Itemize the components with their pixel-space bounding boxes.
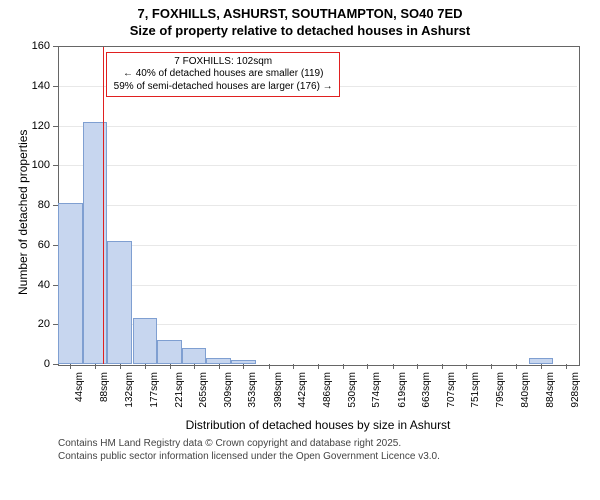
ytick-label: 60 — [24, 239, 50, 251]
ytick-label: 0 — [24, 358, 50, 370]
xtick-mark — [95, 364, 96, 369]
xtick-mark — [566, 364, 567, 369]
xtick-mark — [491, 364, 492, 369]
annotation-line: 59% of semi-detached houses are larger (… — [113, 81, 333, 94]
ytick-mark — [53, 86, 58, 87]
attribution-line2: Contains public sector information licen… — [58, 451, 440, 464]
ytick-label: 40 — [24, 279, 50, 291]
xtick-label: 88sqm — [99, 372, 110, 402]
xtick-label: 442sqm — [297, 372, 308, 408]
histogram-bar — [231, 360, 256, 364]
xtick-label: 309sqm — [223, 372, 234, 408]
xtick-mark — [269, 364, 270, 369]
xtick-mark — [318, 364, 319, 369]
xtick-label: 44sqm — [74, 372, 85, 402]
gridline — [59, 126, 577, 127]
histogram-bar — [133, 318, 158, 364]
xtick-label: 840sqm — [520, 372, 531, 408]
attribution-line1: Contains HM Land Registry data © Crown c… — [58, 438, 440, 451]
ytick-mark — [53, 165, 58, 166]
xtick-label: 353sqm — [247, 372, 258, 408]
histogram-bar — [107, 241, 132, 364]
xtick-mark — [145, 364, 146, 369]
reference-line — [103, 47, 104, 364]
xtick-label: 530sqm — [347, 372, 358, 408]
gridline — [59, 205, 577, 206]
gridline — [59, 245, 577, 246]
xtick-mark — [243, 364, 244, 369]
xtick-mark — [70, 364, 71, 369]
histogram-bar — [58, 203, 83, 364]
ytick-label: 20 — [24, 318, 50, 330]
chart-title-line2: Size of property relative to detached ho… — [0, 23, 600, 40]
xtick-mark — [293, 364, 294, 369]
xtick-label: 884sqm — [545, 372, 556, 408]
ytick-mark — [53, 46, 58, 47]
xtick-label: 398sqm — [273, 372, 284, 408]
xtick-mark — [466, 364, 467, 369]
xtick-mark — [516, 364, 517, 369]
ytick-label: 140 — [24, 80, 50, 92]
xtick-label: 619sqm — [397, 372, 408, 408]
x-axis-label: Distribution of detached houses by size … — [58, 418, 578, 432]
xtick-label: 795sqm — [495, 372, 506, 408]
xtick-mark — [541, 364, 542, 369]
xtick-label: 707sqm — [446, 372, 457, 408]
ytick-label: 120 — [24, 120, 50, 132]
xtick-label: 177sqm — [149, 372, 160, 408]
xtick-label: 574sqm — [371, 372, 382, 408]
xtick-mark — [120, 364, 121, 369]
y-axis-label: Number of detached properties — [16, 130, 30, 295]
ytick-mark — [53, 364, 58, 365]
xtick-label: 751sqm — [470, 372, 481, 408]
histogram-bar — [182, 348, 207, 364]
ytick-label: 160 — [24, 40, 50, 52]
histogram-bar — [157, 340, 182, 364]
xtick-mark — [417, 364, 418, 369]
xtick-label: 663sqm — [421, 372, 432, 408]
xtick-mark — [194, 364, 195, 369]
ytick-label: 100 — [24, 159, 50, 171]
chart-title-line1: 7, FOXHILLS, ASHURST, SOUTHAMPTON, SO40 … — [0, 0, 600, 23]
xtick-mark — [343, 364, 344, 369]
xtick-mark — [442, 364, 443, 369]
xtick-label: 486sqm — [322, 372, 333, 408]
xtick-mark — [219, 364, 220, 369]
annotation-line: 7 FOXHILLS: 102sqm — [113, 56, 333, 69]
xtick-mark — [170, 364, 171, 369]
xtick-label: 132sqm — [124, 372, 135, 408]
xtick-mark — [393, 364, 394, 369]
xtick-label: 221sqm — [174, 372, 185, 408]
xtick-mark — [367, 364, 368, 369]
histogram-bar — [529, 358, 554, 364]
gridline — [59, 285, 577, 286]
ytick-mark — [53, 126, 58, 127]
attribution-text: Contains HM Land Registry data © Crown c… — [58, 438, 440, 463]
xtick-label: 265sqm — [198, 372, 209, 408]
xtick-label: 928sqm — [570, 372, 581, 408]
histogram-bar — [206, 358, 231, 364]
gridline — [59, 165, 577, 166]
annotation-line: ← 40% of detached houses are smaller (11… — [113, 68, 333, 81]
annotation-box: 7 FOXHILLS: 102sqm← 40% of detached hous… — [106, 52, 340, 98]
ytick-label: 80 — [24, 199, 50, 211]
